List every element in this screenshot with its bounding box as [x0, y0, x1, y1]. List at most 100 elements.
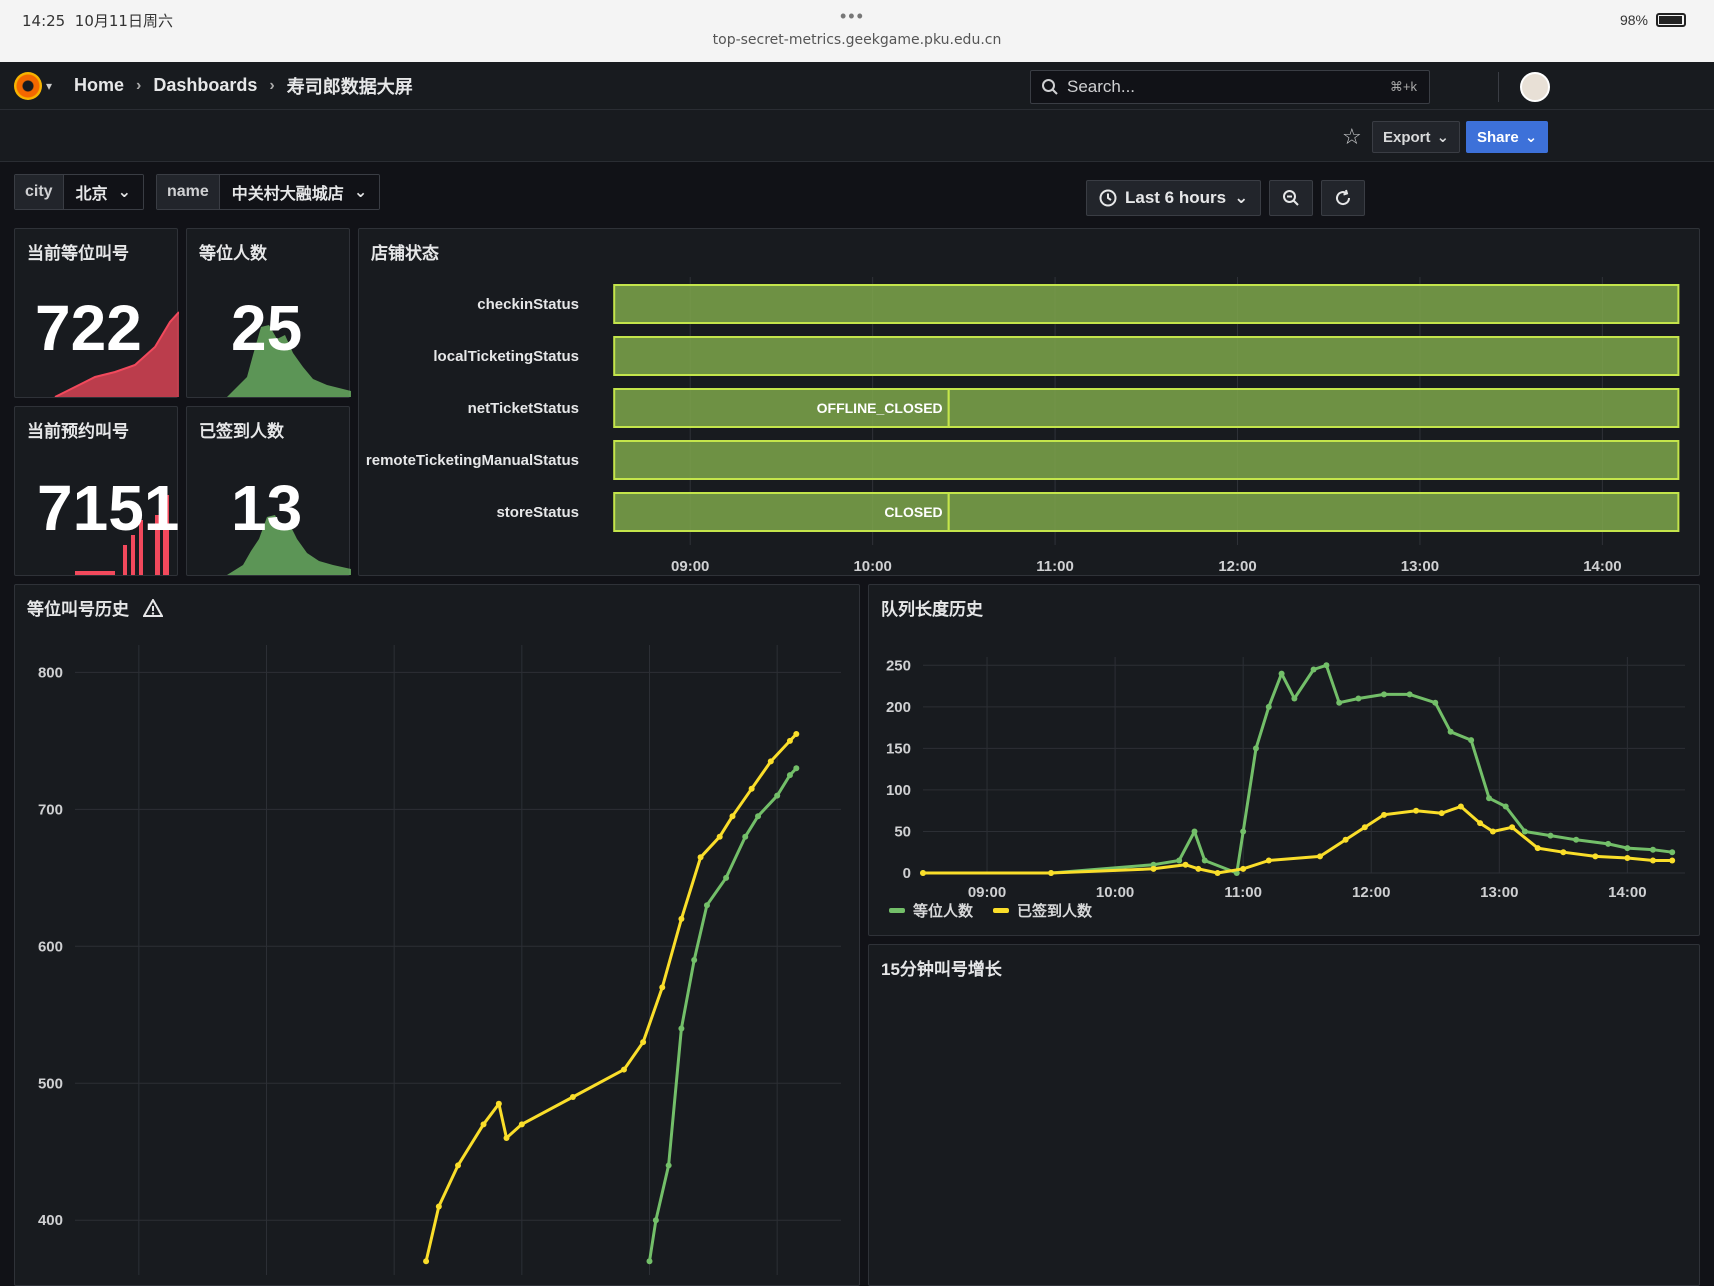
data-point [729, 813, 736, 820]
sparkline-green [227, 515, 351, 575]
state-timeline-chart: 09:00 10:00 11:00 12:00 13:00 14:00 checkinSta… [366, 277, 1680, 575]
export-button[interactable]: Export ⌄ [1372, 121, 1461, 153]
data-point [652, 1217, 659, 1224]
data-point [1649, 846, 1656, 853]
x-tick-label: 10:00 [853, 558, 891, 575]
series-line [923, 805, 1673, 875]
y-tick-label: 0 [903, 865, 911, 882]
data-point [678, 915, 685, 922]
chevron-down-icon: ⌄ [1234, 188, 1249, 207]
chevron-down-icon: ⌄ [353, 184, 368, 201]
chevron-right-icon: › [269, 76, 275, 94]
data-point [793, 765, 800, 772]
more-dots-icon[interactable]: ••• [840, 6, 865, 26]
x-tick-label: 12:00 [1352, 884, 1390, 901]
data-point [1176, 857, 1183, 864]
data-point [678, 1025, 685, 1032]
legend-swatch [889, 908, 905, 913]
data-point [503, 1135, 510, 1142]
data-point [480, 1121, 487, 1128]
data-point [640, 1039, 647, 1046]
legend-item[interactable]: 等位人数 [889, 900, 973, 921]
breadcrumb-dashboards[interactable]: Dashboards [153, 75, 258, 95]
share-label: Share [1477, 128, 1519, 146]
stat-panel-waiting-people[interactable]: 等位人数 25 [186, 228, 351, 398]
panel-title: 队列长度历史 [881, 600, 983, 619]
panel-title: 当前等位叫号 [27, 244, 129, 263]
growth-15min-panel[interactable]: 15分钟叫号增长 [868, 944, 1700, 1286]
x-tick-label: 10:00 [1096, 884, 1134, 901]
time-range-picker[interactable]: Last 6 hours ⌄ [1086, 180, 1262, 216]
data-point [1502, 803, 1509, 810]
panel-title: 等位叫号历史 [27, 600, 129, 619]
data-point [697, 854, 704, 861]
state-bar [613, 336, 1680, 376]
y-tick-label: 600 [38, 938, 63, 955]
data-point [1560, 849, 1567, 856]
data-point [1240, 865, 1247, 872]
y-tick-label: 400 [38, 1212, 63, 1229]
chevron-down-icon[interactable]: ▾ [46, 78, 53, 93]
refresh-icon [1336, 189, 1351, 206]
data-point [1477, 820, 1484, 827]
data-point [703, 902, 710, 909]
breadcrumb-home[interactable]: Home [74, 75, 125, 95]
x-tick-label: 13:00 [1480, 884, 1518, 901]
data-point [1355, 695, 1362, 702]
data-point [1457, 803, 1464, 810]
url-bar[interactable]: top-secret-metrics.geekgame.pku.edu.cn [712, 32, 1002, 48]
zoom-out-button[interactable] [1269, 180, 1314, 216]
avatar[interactable] [1520, 72, 1550, 102]
data-point [1323, 662, 1330, 669]
data-point [1214, 870, 1221, 876]
status-time: 14:25 10月11日周六 [22, 12, 173, 30]
warning-icon[interactable] [143, 598, 163, 617]
data-point [1182, 861, 1189, 868]
stat-panel-checked-in-people[interactable]: 已签到人数 13 [186, 406, 351, 576]
chevron-down-icon: ⌄ [1524, 129, 1538, 146]
data-point [495, 1100, 502, 1107]
clock-icon [1099, 189, 1117, 207]
breadcrumb-dashboard-title[interactable]: 寿司郎数据大屏 [286, 76, 413, 97]
panel-title: 15分钟叫号增长 [881, 960, 1002, 979]
data-point [1265, 703, 1272, 710]
state-bar [613, 492, 950, 532]
state-bar [613, 440, 1680, 480]
top-nav: ▾ Home › Dashboards › 寿司郎数据大屏 Search... … [0, 62, 1714, 110]
queue-length-chart: 0 50 100 150 200 250 09:00 10:00 11:00 12:00 13:00… [886, 657, 1685, 901]
variable-value[interactable]: 中关村大融城店 ⌄ [219, 175, 380, 209]
queue-number-history-panel[interactable]: 等位叫号历史 400 500 600 700 800 [14, 584, 860, 1286]
row-label: remoteTicketingManualStatus [366, 452, 579, 469]
variable-city[interactable]: city 北京 ⌄ [14, 174, 144, 210]
y-tick-label: 200 [886, 699, 911, 716]
series-line [424, 732, 798, 1262]
nav-divider [1498, 72, 1499, 102]
panel-title: 已签到人数 [199, 422, 284, 441]
data-point [1191, 828, 1198, 835]
y-tick-label: 700 [38, 801, 63, 818]
state-timeline-panel[interactable]: 店铺状态 09:00 10:00 11:00 12:00 13:00 14:00 check… [358, 228, 1700, 576]
stat-panel-current-reservation-number[interactable]: 当前预约叫号 7151 [14, 406, 179, 576]
y-tick-label: 500 [38, 1075, 63, 1092]
data-point [786, 772, 793, 779]
variable-name[interactable]: name 中关村大融城店 ⌄ [156, 174, 381, 210]
legend-item[interactable]: 已签到人数 [993, 900, 1092, 921]
stat-panel-current-queue-number[interactable]: 当前等位叫号 722 [14, 228, 179, 398]
share-button[interactable]: Share ⌄ [1466, 121, 1549, 153]
y-tick-label: 150 [886, 740, 911, 757]
export-label: Export [1383, 128, 1431, 146]
x-tick-label: 11:00 [1224, 884, 1262, 901]
grafana-logo-icon[interactable] [14, 71, 42, 100]
refresh-button[interactable] [1321, 180, 1366, 216]
y-tick-label: 250 [886, 657, 911, 674]
x-tick-label: 14:00 [1608, 884, 1646, 901]
data-point [1649, 857, 1656, 864]
queue-length-history-panel[interactable]: 队列长度历史 0 50 100 150 200 250 09:00 10:00 11:00 12:… [868, 584, 1700, 936]
data-point [748, 785, 755, 792]
star-icon[interactable]: ☆ [1342, 124, 1362, 149]
data-point [665, 1162, 672, 1169]
data-point [1413, 807, 1420, 814]
zoom-out-icon [1283, 190, 1300, 206]
variable-value[interactable]: 北京 ⌄ [63, 175, 143, 209]
search-input[interactable]: Search... ⌘+k [1030, 70, 1430, 104]
